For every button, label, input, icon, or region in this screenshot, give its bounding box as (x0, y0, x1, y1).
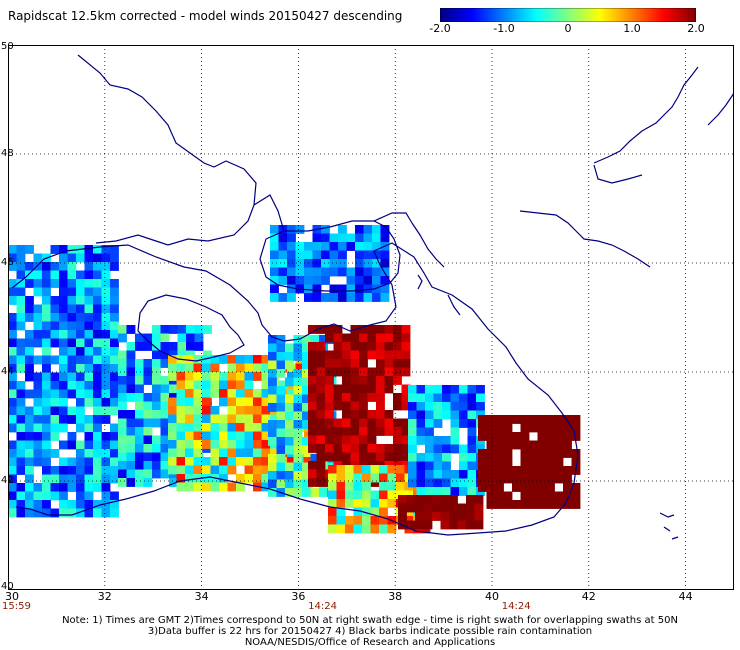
colorbar-tick-label: -1.0 (493, 22, 515, 35)
swath-time-label: 15:59 (2, 601, 31, 612)
swath-time-label: 14:24 (308, 601, 338, 612)
wind-cells (8, 225, 581, 534)
footnote-line: Note: 1) Times are GMT 2)Times correspon… (62, 615, 678, 626)
colorbar-tick-label: -2.0 (429, 22, 451, 35)
colorbar-tick-label: 1.0 (623, 22, 641, 35)
latitude-label: 42 (1, 475, 14, 486)
footnote-line: 3)Data buffer is 22 hrs for 20150427 4) … (147, 626, 593, 637)
colorbar-tick-label: 2.0 (687, 22, 705, 35)
footnote-line: NOAA/NESDIS/Office of Research and Appli… (244, 637, 496, 648)
latitude-label: 44 (1, 366, 14, 377)
colorbar (440, 8, 696, 22)
latitude-label: 40 (1, 581, 14, 592)
longitude-label: 32 (97, 590, 112, 603)
longitude-label: 36 (291, 590, 306, 603)
longitude-label: 44 (678, 590, 693, 603)
caspian-coast (593, 66, 699, 184)
map-title: Rapidscat 12.5km corrected - model winds… (8, 9, 403, 23)
latitude-label: 50 (1, 41, 14, 52)
longitude-label: 30 (5, 590, 19, 603)
lat-lon-grid (8, 45, 734, 590)
longitude-label: 42 (581, 590, 596, 603)
longitude-label: 34 (194, 590, 209, 603)
azov-coast (259, 220, 401, 292)
longitude-label: 38 (388, 590, 403, 603)
latitude-label: 46 (1, 257, 14, 268)
black-sea-coast (11, 242, 579, 536)
crimea-coast (137, 294, 245, 362)
longitude-label: 40 (485, 590, 499, 603)
latitude-label: 48 (1, 148, 14, 159)
colorbar-tick-label: 0 (564, 22, 572, 35)
swath-time-label: 14:24 (501, 601, 531, 612)
wind-difference-map (8, 45, 734, 590)
coastline (11, 54, 734, 540)
